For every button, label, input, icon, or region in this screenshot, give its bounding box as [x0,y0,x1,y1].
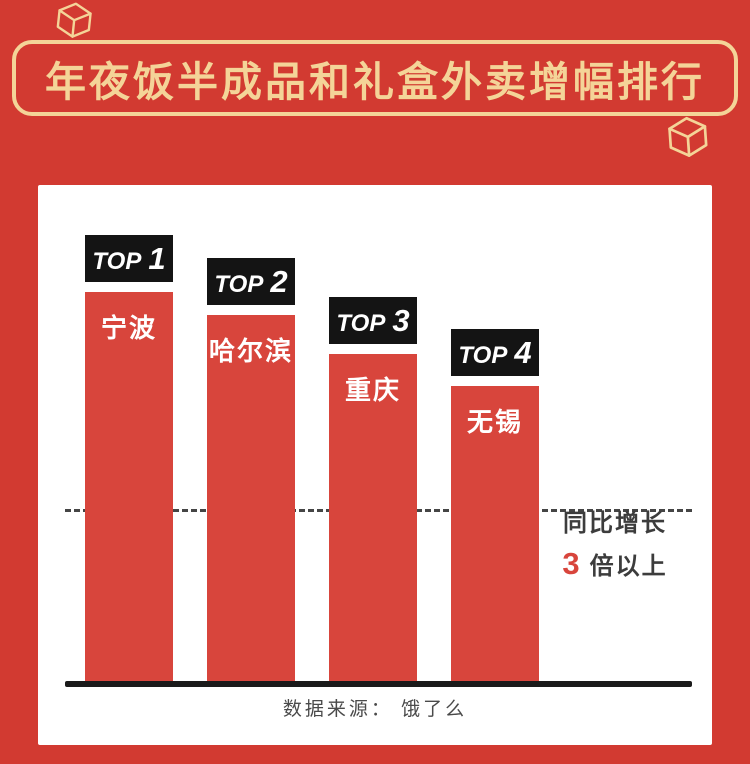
rank-word: TOP [214,271,264,298]
bar-group: TOP 1 宁波 [85,235,173,682]
rank-word: TOP [336,310,386,337]
gift-box-icon [660,112,715,166]
rank-word: TOP [92,248,142,275]
rank-badge: TOP 2 [207,258,295,305]
title-banner: 年夜饭半成品和礼盒外卖增幅排行 [12,40,738,116]
bar-category-label: 宁波 [100,313,157,343]
rank-badge: TOP 1 [85,235,173,282]
bar-group: TOP 4 无锡 [451,329,539,682]
rank-number: 4 [514,335,532,370]
bar-category-label: 重庆 [344,375,401,405]
rank-badge: TOP 3 [329,297,417,344]
rank-number: 3 [392,303,410,338]
data-source: 数据来源： 饿了么 [282,699,468,720]
page-title: 年夜饭半成品和礼盒外卖增幅排行 [45,59,705,105]
rank-badge: TOP 4 [451,329,539,376]
bar: 哈尔滨 [207,315,295,682]
x-axis [65,681,692,687]
bar-category-label: 哈尔滨 [208,336,293,366]
threshold-value: 3 [562,546,582,581]
bar-group: TOP 3 重庆 [329,297,417,682]
gift-box-icon [48,0,100,46]
rank-word: TOP [458,342,508,369]
bar-group: TOP 2 哈尔滨 [207,258,295,682]
rank-number: 1 [148,241,166,276]
bar: 无锡 [451,386,539,682]
threshold-label: 同比增长 [563,510,667,537]
bar-category-label: 无锡 [466,407,523,437]
threshold-note: 同比增长 3 倍以上 [540,503,690,582]
bars-container: TOP 1 宁波 TOP 2 哈尔滨 TOP 3 重庆 TOP 4 无锡 [85,235,539,682]
bar-chart: 同比增长 3 倍以上 TOP 1 宁波 TOP 2 哈尔滨 TOP 3 重庆 TOP 4 无锡 [38,185,712,745]
rank-number: 2 [270,264,288,299]
threshold-value-row: 3 倍以上 [540,546,690,582]
chart-card: 同比增长 3 倍以上 TOP 1 宁波 TOP 2 哈尔滨 TOP 3 重庆 TOP 4 无锡 数据来源… [38,185,712,745]
bar: 宁波 [85,292,173,682]
bar: 重庆 [329,354,417,682]
threshold-unit: 倍以上 [589,553,668,580]
